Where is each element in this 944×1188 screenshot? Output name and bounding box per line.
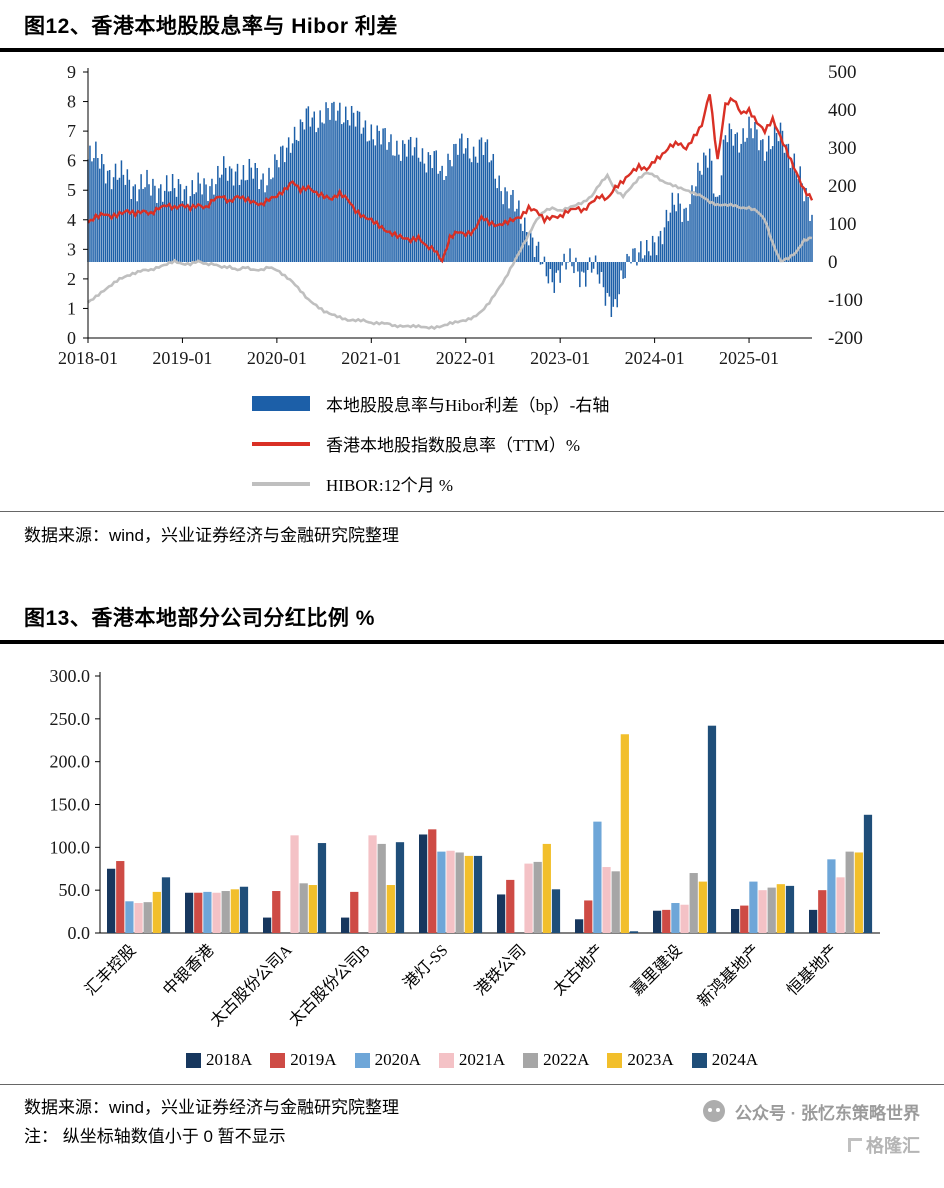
watermark-text: 公众号 · 张忆东策略世界	[734, 1103, 920, 1123]
svg-text:300.0: 300.0	[50, 666, 91, 686]
fig12-source: 数据来源：wind，兴业证券经济与金融研究院整理	[0, 511, 944, 548]
svg-text:汇丰控股: 汇丰控股	[81, 941, 139, 999]
fig13-legend-item: 2022A	[523, 1050, 589, 1070]
svg-text:2022-01: 2022-01	[436, 348, 496, 368]
legend-label: 2021A	[458, 1050, 506, 1069]
svg-text:7: 7	[67, 121, 76, 141]
fig12-legend-item: 本地股股息率与Hibor利差（bp）-右轴	[252, 391, 944, 416]
dividend-yield-line	[87, 94, 814, 264]
svg-text:2: 2	[67, 269, 76, 289]
svg-text:150.0: 150.0	[50, 795, 91, 815]
svg-text:2018-01: 2018-01	[58, 348, 118, 368]
svg-text:太古地产: 太古地产	[549, 941, 607, 999]
svg-text:太古股份公司B: 太古股份公司B	[285, 941, 373, 1029]
fig12-axes: 0 1 2 3 4 5 6 7 8 9 500 400 300 200 100 0 -100 -200 2018-0…	[58, 62, 863, 368]
legend-label: 2024A	[711, 1050, 758, 1069]
legend-color-swatch	[523, 1052, 539, 1068]
svg-text:2023-01: 2023-01	[530, 348, 590, 368]
legend-label: 2023A	[627, 1050, 674, 1069]
fig13-legend-item: 2023A	[607, 1050, 674, 1070]
fig12-legend-item: 香港本地股指数股息率（TTM）%	[252, 431, 944, 456]
svg-text:300: 300	[828, 138, 857, 159]
svg-text:0: 0	[828, 252, 838, 273]
svg-text:1: 1	[67, 298, 76, 318]
page-footer: 数据来源：wind，兴业证券经济与金融研究院整理 注： 纵坐标轴数值小于 0 暂…	[0, 1084, 944, 1158]
fig12-legend-item: HIBOR:12个月 %	[252, 471, 944, 496]
hibor-line	[87, 171, 813, 331]
svg-text:中银香港: 中银香港	[159, 941, 217, 999]
watermark: 公众号 · 张忆东策略世界	[701, 1098, 920, 1124]
legend-label: 2020A	[374, 1050, 421, 1069]
legend-line-swatch	[252, 441, 310, 446]
svg-text:200: 200	[828, 176, 857, 197]
legend-label: 2022A	[543, 1050, 590, 1069]
svg-text:250.0: 250.0	[50, 709, 91, 729]
svg-text:200.0: 200.0	[50, 752, 91, 772]
svg-text:港铁公司: 港铁公司	[471, 941, 529, 999]
legend-label: 2019A	[290, 1050, 337, 1069]
fig13-category-labels: 汇丰控股 中银香港太古股份公司A太古股份公司B 港灯-SS 港铁公司 太古地产 嘉里建设新…	[81, 941, 841, 1030]
svg-text:4: 4	[67, 210, 76, 230]
svg-text:太古股份公司A: 太古股份公司A	[207, 941, 296, 1030]
fig12-title: 图12、香港本地股股息率与 Hibor 利差	[0, 0, 944, 52]
legend-label: 本地股股息率与Hibor利差（bp）-右轴	[326, 396, 610, 415]
fig12-chart: 0 1 2 3 4 5 6 7 8 9 500 400 300 200 100 0 -100 -200 2018-0…	[58, 62, 863, 368]
legend-color-swatch	[691, 1052, 707, 1068]
svg-text:2020-01: 2020-01	[247, 348, 307, 368]
fig13-legend-item: 2024A	[691, 1050, 758, 1070]
svg-text:-100: -100	[828, 290, 863, 311]
svg-text:0: 0	[67, 328, 76, 348]
svg-text:3: 3	[67, 239, 76, 259]
fig13-legend-item: 2019A	[270, 1050, 337, 1070]
fig13-legend-item: 2021A	[438, 1050, 506, 1070]
svg-text:嘉里建设: 嘉里建设	[627, 941, 685, 999]
fig13-chart: 0.0 50.0 100.0 150.0 200.0 250.0 300.0 汇丰控股 中银香港…	[50, 666, 880, 1030]
svg-text:500: 500	[828, 62, 857, 83]
svg-text:2024-01: 2024-01	[625, 348, 685, 368]
gelonghui-logo: 格隆汇	[848, 1132, 920, 1158]
svg-text:2019-01: 2019-01	[152, 348, 212, 368]
fig13-legend-item: 2020A	[354, 1050, 421, 1070]
legend-label: 香港本地股指数股息率（TTM）%	[326, 436, 581, 455]
svg-text:-200: -200	[828, 328, 863, 349]
fig13-axes: 0.0 50.0 100.0 150.0 200.0 250.0 300.0	[50, 666, 880, 943]
legend-color-swatch	[438, 1052, 454, 1068]
legend-bar-swatch	[252, 396, 310, 411]
fig13-legend-item: 2018A	[186, 1050, 252, 1070]
svg-text:6: 6	[67, 151, 76, 171]
svg-text:50.0: 50.0	[59, 880, 91, 900]
legend-color-swatch	[354, 1052, 370, 1068]
svg-text:2021-01: 2021-01	[341, 348, 401, 368]
svg-text:0.0: 0.0	[68, 923, 91, 943]
fig13-source: 数据来源：wind，兴业证券经济与金融研究院整理	[24, 1098, 399, 1117]
svg-text:9: 9	[67, 62, 76, 82]
fig13-bars	[107, 725, 873, 933]
gelonghui-icon	[848, 1138, 862, 1152]
svg-text:100.0: 100.0	[50, 837, 91, 857]
fig13-note: 注： 纵坐标轴数值小于 0 暂不显示	[24, 1126, 286, 1146]
fig13-legend: 2018A 2019A 2020A 2021A 2022A 2023A 2024A	[0, 1050, 944, 1070]
svg-text:2025-01: 2025-01	[719, 348, 779, 368]
svg-text:100: 100	[828, 214, 857, 235]
fig12-bars	[87, 101, 813, 317]
legend-label: 2018A	[206, 1050, 253, 1069]
fig13-title: 图13、香港本地部分公司分红比例 %	[0, 592, 944, 644]
legend-color-swatch	[607, 1052, 623, 1068]
svg-text:新鸿基地产: 新鸿基地产	[694, 941, 763, 1010]
svg-text:5: 5	[67, 180, 76, 200]
legend-color-swatch	[270, 1052, 286, 1068]
svg-text:港灯-SS: 港灯-SS	[400, 941, 452, 993]
svg-text:恒基地产: 恒基地产	[783, 941, 841, 999]
legend-label: HIBOR:12个月 %	[326, 476, 454, 495]
fig12-legend: 本地股股息率与Hibor利差（bp）-右轴 香港本地股指数股息率（TTM）% HIB…	[252, 391, 944, 496]
svg-text:400: 400	[828, 100, 857, 121]
svg-text:8: 8	[67, 92, 76, 112]
legend-line-swatch	[252, 481, 310, 486]
legend-color-swatch	[186, 1052, 202, 1068]
gelonghui-text: 格隆汇	[866, 1136, 920, 1156]
wechat-official-account-icon	[702, 1100, 725, 1122]
